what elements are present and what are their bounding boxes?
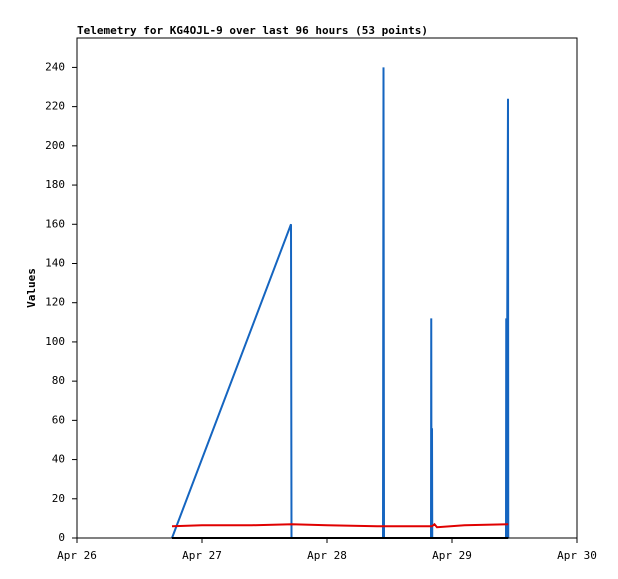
x-tick-label: Apr 30 — [557, 549, 597, 562]
x-tick-label: Apr 27 — [182, 549, 222, 562]
chart-title: Telemetry for KG4OJL-9 over last 96 hour… — [77, 24, 428, 37]
x-tick-label: Apr 28 — [307, 549, 347, 562]
plot-frame — [76, 37, 578, 539]
x-tick-label: Apr 29 — [432, 549, 472, 562]
y-tick-label: 240 — [45, 60, 65, 73]
y-tick-label: 40 — [52, 453, 65, 466]
y-tick-label: 160 — [45, 217, 65, 230]
y-tick-label: 100 — [45, 335, 65, 348]
y-axis-label: Values — [25, 268, 38, 308]
y-tick-label: 0 — [58, 531, 65, 544]
y-tick-label: 200 — [45, 139, 65, 152]
y-tick-label: 60 — [52, 413, 65, 426]
series-line — [171, 522, 509, 529]
y-tick-label: 120 — [45, 296, 65, 309]
y-tick-label: 20 — [52, 492, 65, 505]
series-line — [171, 67, 510, 539]
y-tick-label: 220 — [45, 100, 65, 113]
x-tick-label: Apr 26 — [57, 549, 97, 562]
y-tick-label: 180 — [45, 178, 65, 191]
y-tick-label: 140 — [45, 256, 65, 269]
y-tick-label: 80 — [52, 374, 65, 387]
